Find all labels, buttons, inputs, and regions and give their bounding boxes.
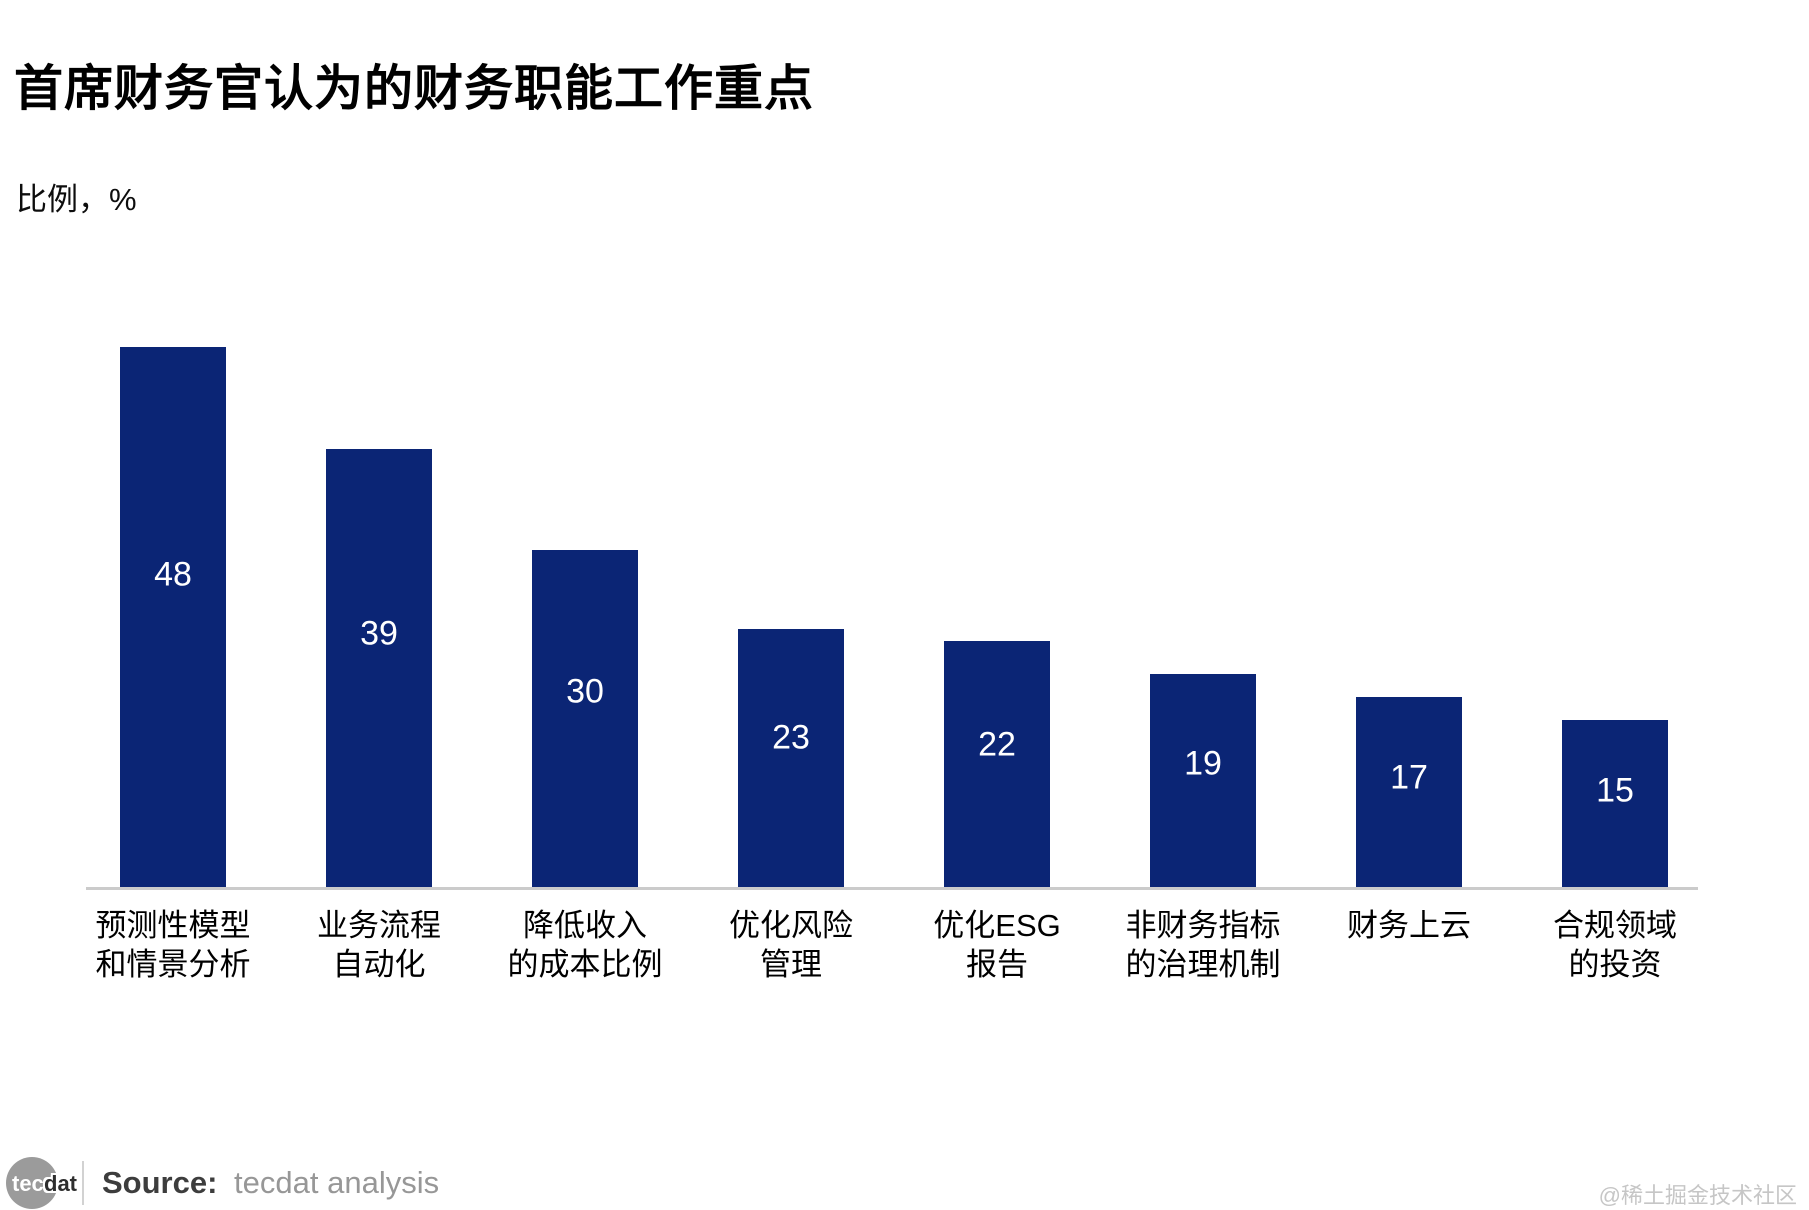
bar-chart: 48 39 30 23 22 19 17 15 — [70, 347, 1718, 889]
bar-cell: 23 — [688, 347, 894, 889]
bar-value-label: 22 — [978, 725, 1016, 764]
bar-cell: 17 — [1306, 347, 1512, 889]
bar: 15 — [1562, 720, 1668, 889]
footer: tec dat Source: tecdat analysis — [6, 1156, 439, 1209]
bar: 19 — [1150, 674, 1256, 889]
bar-value-label: 19 — [1184, 744, 1222, 783]
bar: 48 — [120, 347, 226, 889]
bar-cell: 15 — [1512, 347, 1718, 889]
bar-cell: 39 — [276, 347, 482, 889]
logo-text-tec: tec — [12, 1171, 44, 1196]
logo-text-dat: dat — [44, 1171, 77, 1196]
source-prefix-label: Source: — [102, 1164, 218, 1200]
bar-value-label: 17 — [1390, 758, 1428, 797]
bar-value-label: 30 — [566, 672, 604, 711]
bar: 30 — [532, 550, 638, 889]
footer-divider — [82, 1160, 84, 1205]
category-label: 财务上云 — [1347, 908, 1471, 943]
bar-value-label: 39 — [360, 614, 398, 653]
category-label: 预测性模型 和情景分析 — [95, 908, 251, 982]
source-text: tecdat analysis — [234, 1164, 440, 1200]
category-label: 优化风险 管理 — [729, 908, 853, 982]
category-label: 业务流程 自动化 — [317, 908, 441, 982]
source-line: Source: tecdat analysis — [102, 1165, 439, 1201]
bar: 23 — [738, 629, 844, 889]
y-axis-unit-label: 比例，% — [16, 182, 137, 217]
bar-value-label: 23 — [772, 718, 810, 757]
bar: 17 — [1356, 697, 1462, 889]
page-title: 首席财务官认为的财务职能工作重点 — [14, 61, 815, 116]
category-label: 非财务指标 的治理机制 — [1125, 908, 1281, 982]
category-label: 降低收入 的成本比例 — [507, 908, 663, 982]
category-axis-labels: 预测性模型 和情景分析 业务流程 自动化 降低收入 的成本比例 优化风险 管理 优化ESG 报告非… — [70, 906, 1718, 984]
bar-cell: 30 — [482, 347, 688, 889]
x-axis-line — [86, 887, 1698, 890]
bar-value-label: 15 — [1596, 771, 1634, 810]
bar-cell: 48 — [70, 347, 276, 889]
bar: 39 — [326, 449, 432, 889]
bar-cell: 19 — [1100, 347, 1306, 889]
logo-circle-icon — [6, 1157, 58, 1209]
bar: 22 — [944, 641, 1050, 889]
bar-cell: 22 — [894, 347, 1100, 889]
category-label: 合规领域 的投资 — [1553, 908, 1677, 982]
watermark-text: @稀土掘金技术社区 — [1598, 1183, 1797, 1208]
tecdat-logo: tec dat — [6, 1156, 77, 1209]
category-label: 优化ESG 报告 — [933, 908, 1061, 982]
bar-value-label: 48 — [154, 555, 192, 594]
